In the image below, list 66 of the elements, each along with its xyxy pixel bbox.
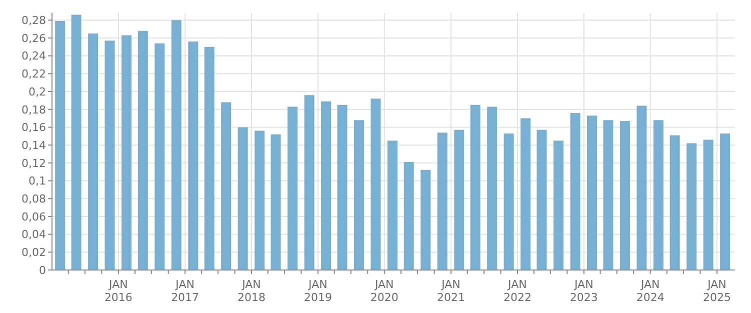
bar <box>404 162 414 270</box>
bar <box>88 34 98 270</box>
y-tick-label: 0,16 <box>22 121 46 134</box>
bar <box>670 135 680 270</box>
bar <box>686 143 697 270</box>
bar <box>520 118 531 270</box>
bar <box>437 132 448 270</box>
bar <box>122 35 132 270</box>
bar <box>254 130 265 270</box>
bar <box>238 127 248 270</box>
y-tick-label: 0,02 <box>22 246 46 260</box>
bar <box>420 170 431 270</box>
y-tick-label: 0,12 <box>22 156 46 170</box>
bar <box>337 104 348 270</box>
x-tick-label: JAN 2016 <box>104 278 132 304</box>
bar <box>504 133 514 270</box>
bar <box>188 42 198 270</box>
y-tick-label: 0,22 <box>22 68 46 81</box>
bar <box>636 106 647 270</box>
x-tick-label: JAN 2019 <box>304 278 332 304</box>
bar <box>603 120 614 270</box>
x-tick-label: JAN 2017 <box>171 278 200 304</box>
bar <box>138 30 148 270</box>
bar <box>653 120 664 270</box>
y-tick-label: 0,24 <box>22 50 46 63</box>
y-tick-label: 0,28 <box>22 14 46 28</box>
bar <box>554 140 564 270</box>
x-tick-label: JAN 2023 <box>570 278 598 304</box>
y-tick-label: 0,06 <box>22 210 46 224</box>
bar <box>288 106 298 270</box>
bar <box>154 43 165 270</box>
y-tick-label: 0,26 <box>22 32 46 45</box>
y-tick-label: 0,04 <box>22 228 46 242</box>
y-tick-label: 0 <box>39 264 46 277</box>
x-tick-label: JAN 2025 <box>702 278 731 304</box>
bar <box>470 104 480 270</box>
bar <box>387 140 398 270</box>
y-tick-label: 0,08 <box>22 192 46 206</box>
bar <box>720 133 730 270</box>
bar <box>570 112 580 270</box>
bar <box>487 106 498 270</box>
bar <box>354 120 364 270</box>
bar <box>587 116 597 270</box>
x-tick-label: JAN 2021 <box>437 278 466 304</box>
y-tick-label: 0,2 <box>28 85 46 98</box>
bar <box>454 130 464 270</box>
bar <box>55 21 66 270</box>
y-tick-label: 0,14 <box>22 138 46 152</box>
bar <box>71 14 82 270</box>
bar <box>221 102 232 270</box>
bar <box>104 40 115 270</box>
x-tick-label: JAN 2018 <box>238 278 266 304</box>
bar <box>304 95 314 270</box>
bar <box>204 46 214 270</box>
x-tick-label: JAN 2022 <box>503 278 532 304</box>
bar <box>703 140 714 270</box>
x-tick-label: JAN 2020 <box>370 278 398 304</box>
bar <box>370 98 381 270</box>
y-tick-label: 0,1 <box>28 174 46 188</box>
bar <box>536 130 547 270</box>
y-tick-label: 0,18 <box>22 103 46 116</box>
bar <box>321 101 332 270</box>
bar <box>620 120 630 270</box>
bar <box>171 20 182 270</box>
bar <box>270 134 281 270</box>
x-tick-label: JAN 2024 <box>636 278 664 304</box>
